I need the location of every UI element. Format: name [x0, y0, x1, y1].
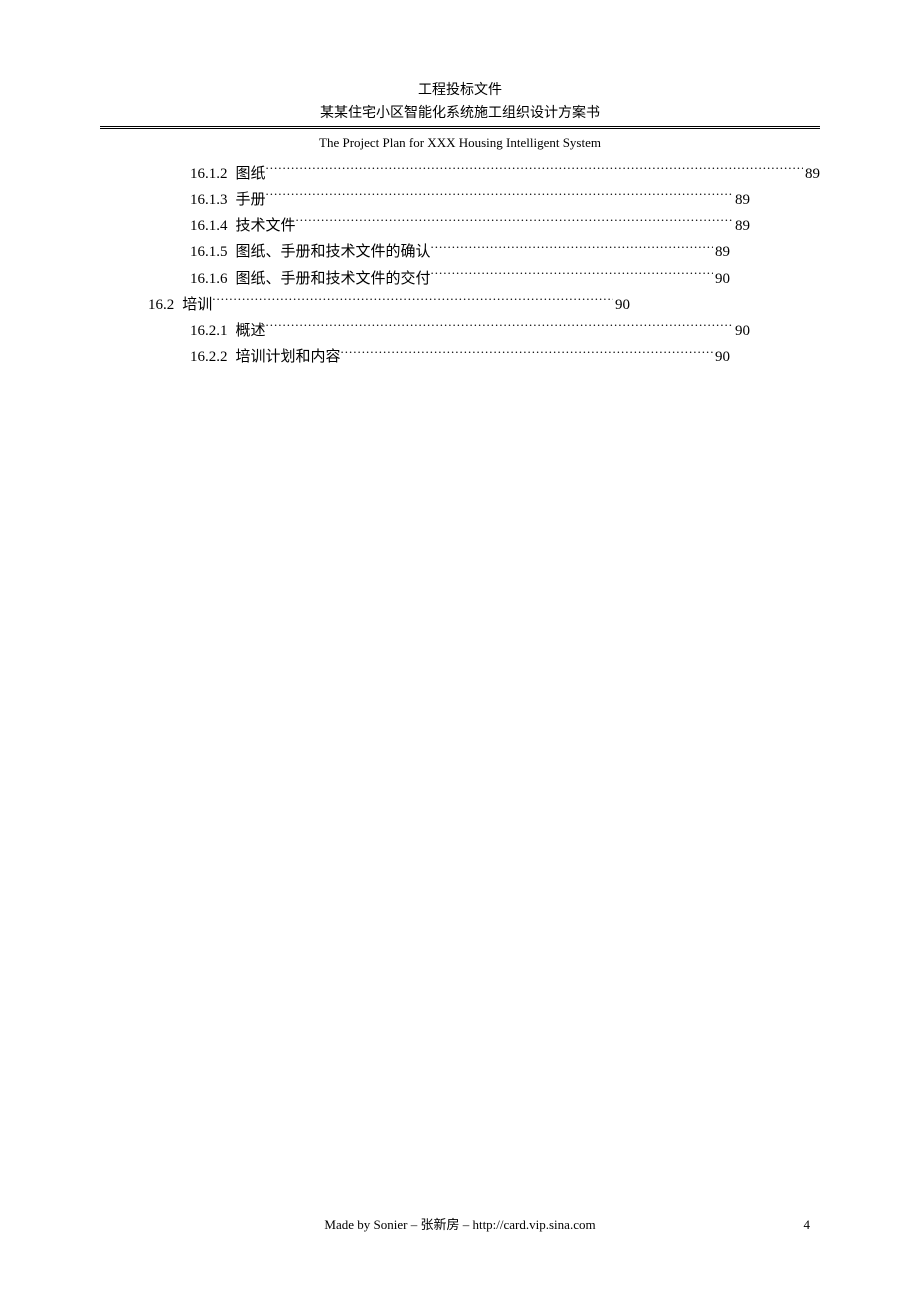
toc-label: 培训计划和内容	[236, 344, 341, 370]
toc-entry: 16.2.1 概述 90	[100, 318, 820, 344]
toc-entry: 16.1.4 技术文件 89	[100, 213, 820, 239]
toc-label: 培训	[182, 292, 212, 318]
toc-label: 技术文件	[236, 213, 296, 239]
toc-entry: 16.1.2 图纸 89	[100, 161, 820, 187]
table-of-contents: 16.1.2 图纸 89 16.1.3 手册 89 16.1.4 技术文件 89 16.1.5 图纸…	[100, 161, 820, 371]
toc-leader-dots	[296, 215, 733, 230]
toc-number: 16.1.5	[190, 239, 228, 265]
toc-leader-dots	[266, 163, 803, 178]
toc-number: 16.2.2	[190, 344, 228, 370]
toc-leader-dots	[431, 268, 713, 283]
header-underline-wrap: 某某住宅小区智能化系统施工组织设计方案书	[100, 103, 820, 127]
toc-leader-dots	[212, 294, 613, 309]
toc-page-number: 89	[733, 213, 750, 239]
toc-label: 图纸、手册和技术文件的确认	[236, 239, 431, 265]
page-header: 工程投标文件 某某住宅小区智能化系统施工组织设计方案书 The Project …	[100, 80, 820, 153]
toc-entry: 16.1.3 手册 89	[100, 187, 820, 213]
toc-page-number: 89	[803, 161, 820, 187]
toc-page-number: 90	[613, 292, 630, 318]
document-page: 工程投标文件 某某住宅小区智能化系统施工组织设计方案书 The Project …	[0, 0, 920, 1303]
page-footer: Made by Sonier – 张新房 – http://card.vip.s…	[0, 1214, 920, 1233]
toc-label: 手册	[236, 187, 266, 213]
toc-leader-dots	[341, 346, 713, 361]
toc-number: 16.1.4	[190, 213, 228, 239]
page-number: 4	[804, 1217, 811, 1233]
toc-leader-dots	[266, 320, 733, 335]
toc-entry: 16.1.6 图纸、手册和技术文件的交付 90	[100, 266, 820, 292]
toc-entry: 16.2.2 培训计划和内容 90	[100, 344, 820, 370]
header-subtitle-en: The Project Plan for XXX Housing Intelli…	[100, 133, 820, 153]
header-title-1: 工程投标文件	[100, 80, 820, 101]
header-rule	[100, 128, 820, 129]
toc-leader-dots	[431, 241, 713, 256]
toc-number: 16.1.6	[190, 266, 228, 292]
toc-page-number: 90	[713, 266, 730, 292]
toc-label: 概述	[236, 318, 266, 344]
toc-leader-dots	[266, 189, 733, 204]
toc-label: 图纸	[236, 161, 266, 187]
toc-entry: 16.2 培训 90	[100, 292, 820, 318]
toc-page-number: 89	[733, 187, 750, 213]
toc-label: 图纸、手册和技术文件的交付	[236, 266, 431, 292]
toc-entry: 16.1.5 图纸、手册和技术文件的确认 89	[100, 239, 820, 265]
toc-number: 16.2	[148, 292, 174, 318]
toc-page-number: 90	[733, 318, 750, 344]
toc-number: 16.1.2	[190, 161, 228, 187]
toc-number: 16.1.3	[190, 187, 228, 213]
toc-page-number: 90	[713, 344, 730, 370]
toc-number: 16.2.1	[190, 318, 228, 344]
header-title-2: 某某住宅小区智能化系统施工组织设计方案书	[100, 103, 820, 124]
toc-page-number: 89	[713, 239, 730, 265]
